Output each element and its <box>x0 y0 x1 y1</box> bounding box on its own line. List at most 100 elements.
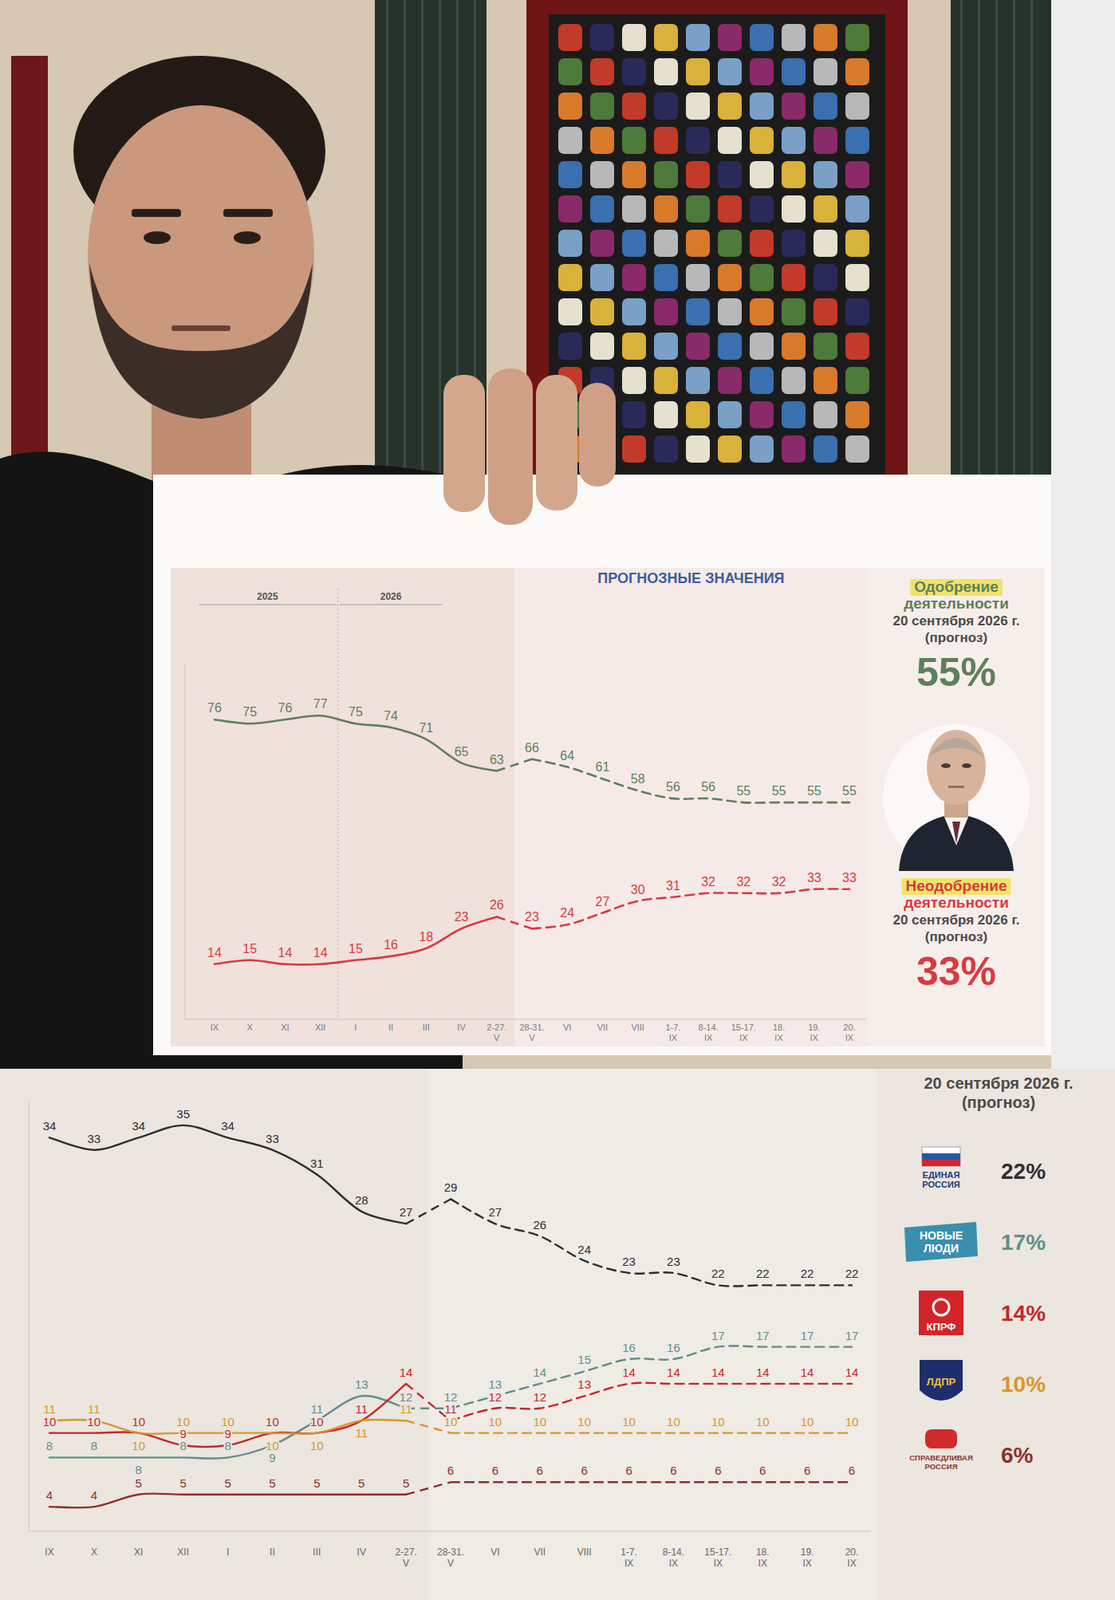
data-label: 33 <box>807 870 822 885</box>
x-tick-label: VIII <box>577 1546 592 1558</box>
name-highlight <box>910 579 1003 596</box>
data-label: 6 <box>759 1463 766 1478</box>
lines <box>214 715 850 965</box>
data-label: 14 <box>532 1365 547 1379</box>
patch <box>685 298 710 326</box>
patch <box>813 58 838 86</box>
pillar-stripe <box>995 0 998 479</box>
patch <box>685 229 710 257</box>
data-label: 32 <box>736 874 751 889</box>
pillar-stripe <box>1012 0 1016 479</box>
data-label: 35 <box>176 1107 190 1121</box>
x-tick-label: XI <box>133 1546 143 1558</box>
data-label: 17 <box>711 1328 725 1343</box>
data-label: 15 <box>577 1352 591 1367</box>
group-label: 2025 <box>256 590 279 603</box>
x-tick-label: XII <box>315 1022 326 1033</box>
portrait-head <box>926 729 986 805</box>
series-line <box>49 1383 406 1447</box>
data-label: 6 <box>536 1463 544 1478</box>
patch <box>622 195 647 223</box>
logo-flag <box>921 1159 961 1167</box>
patch <box>654 332 678 360</box>
pillar-stripe <box>438 0 442 479</box>
patch <box>685 126 710 154</box>
series-line <box>214 916 497 965</box>
data-label: 22 <box>756 1266 770 1281</box>
data-label: 15 <box>348 941 363 956</box>
axis-line <box>28 1531 871 1533</box>
data-label: 23 <box>524 910 540 924</box>
patch <box>685 263 710 292</box>
data-label: 10 <box>310 1414 324 1429</box>
data-label: 31 <box>665 878 681 893</box>
photo-scene <box>0 0 1115 1069</box>
patch <box>590 126 615 154</box>
data-label: 10 <box>845 1414 859 1429</box>
data-label: 26 <box>489 898 505 912</box>
patch <box>590 263 615 292</box>
eye <box>143 231 171 245</box>
patch <box>845 263 870 292</box>
data-label: 33 <box>842 870 857 885</box>
data-label: 65 <box>454 744 469 759</box>
data-label: 34 <box>220 1118 235 1133</box>
data-label: 10 <box>756 1414 770 1429</box>
data-label: 11 <box>399 1402 413 1416</box>
data-label: 13 <box>577 1377 591 1391</box>
data-label: 10 <box>310 1438 324 1453</box>
data-label: 5 <box>358 1476 365 1490</box>
patch <box>717 366 742 394</box>
patch <box>558 58 583 86</box>
patch <box>845 195 870 223</box>
x-tick-label: IX <box>44 1546 54 1558</box>
data-label: 14 <box>756 1365 770 1379</box>
series-line <box>450 1198 852 1286</box>
legend-title: 20 сентября 2026 г.(прогноз) <box>923 1074 1073 1112</box>
data-label: 27 <box>595 894 611 909</box>
lines <box>49 1125 852 1508</box>
data-label: 14 <box>666 1365 681 1379</box>
patch <box>845 229 870 257</box>
data-label: 28 <box>354 1193 369 1207</box>
x-tick-label: 2-27.V <box>486 1022 507 1043</box>
mouth <box>171 325 231 331</box>
patch <box>654 92 678 120</box>
x-tick-label: VI <box>563 1022 572 1033</box>
data-label: 9 <box>268 1450 276 1465</box>
patch <box>717 332 742 360</box>
patch <box>622 92 647 120</box>
patch <box>654 435 678 463</box>
plot-background <box>0 1068 1115 1600</box>
data-label: 33 <box>265 1131 280 1146</box>
patch <box>558 126 583 154</box>
patch <box>845 298 870 326</box>
x-tick-label: VI <box>490 1546 500 1558</box>
patch <box>781 195 806 223</box>
photo-margin <box>1051 0 1115 1069</box>
logo-label: СПРАВЕДЛИВАЯРОССИЯ <box>909 1453 974 1471</box>
data-label: 58 <box>630 772 646 786</box>
legend-value: 17% <box>1000 1229 1046 1255</box>
data-label: 10 <box>711 1414 725 1429</box>
patch <box>781 58 806 86</box>
data-label: 61 <box>595 760 611 774</box>
patch <box>654 401 678 429</box>
chart-0: ПРОГНОЗНЫЕ ЗНАЧЕНИЯ20252026IXXXIXIIIIIII… <box>170 567 868 1047</box>
patch <box>749 366 774 394</box>
finger <box>488 368 533 525</box>
finger <box>535 374 578 511</box>
logo-label: ЕДИНАЯРОССИЯ <box>921 1170 961 1190</box>
x-tick-label: II <box>269 1546 276 1558</box>
data-label: 6 <box>447 1463 454 1478</box>
data-label: 6 <box>625 1463 632 1478</box>
patch <box>845 92 870 120</box>
patch <box>654 195 678 223</box>
legend: Одобрениедеятельности20 сентября 2026 г.… <box>867 567 1045 1047</box>
legend-note: 20 сентября 2026 г.(прогноз) <box>892 912 1020 945</box>
data-label: 75 <box>348 705 363 719</box>
portrait-eye <box>961 763 972 769</box>
patch <box>717 92 742 120</box>
canvas: ПРОГНОЗНЫЕ ЗНАЧЕНИЯ20252026IXXXIXIIIIIII… <box>0 0 1115 1600</box>
data-label: 55 <box>772 784 787 798</box>
